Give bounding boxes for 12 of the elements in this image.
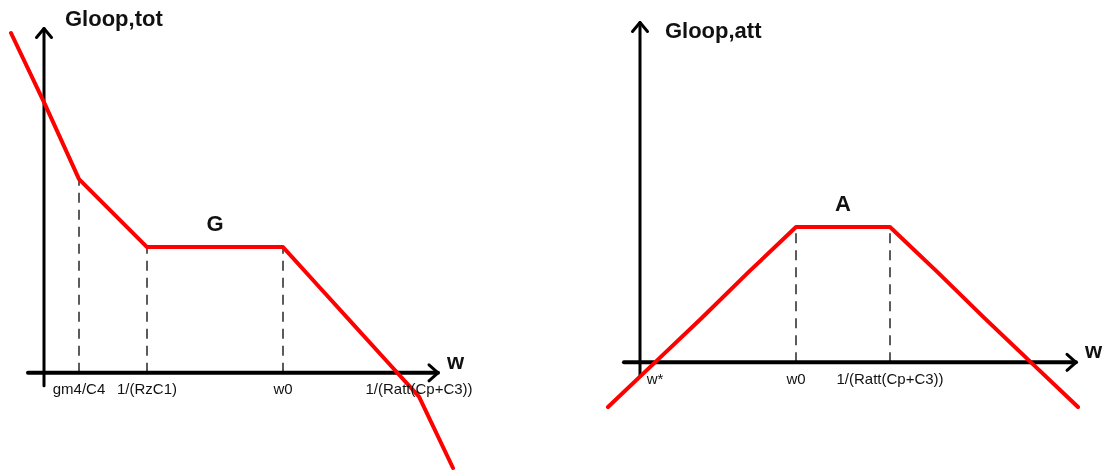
- y-axis-title: Gloop,tot: [64, 6, 164, 32]
- x-axis-title: w: [1084, 338, 1103, 364]
- annotation: G: [206, 211, 224, 237]
- x-tick-label: w0: [785, 369, 806, 387]
- x-tick-label: w*: [645, 369, 664, 387]
- annotation: A: [835, 191, 852, 217]
- x-tick-label: 1/(Ratt(Cp+C3)): [836, 369, 944, 387]
- x-tick-label: gm4/C4: [52, 380, 106, 398]
- x-tick-label: 1/(RzC1): [116, 380, 178, 398]
- y-axis-title: Gloop,att: [664, 18, 763, 44]
- x-axis-title: w: [446, 348, 465, 374]
- x-tick-label: w0: [272, 380, 293, 398]
